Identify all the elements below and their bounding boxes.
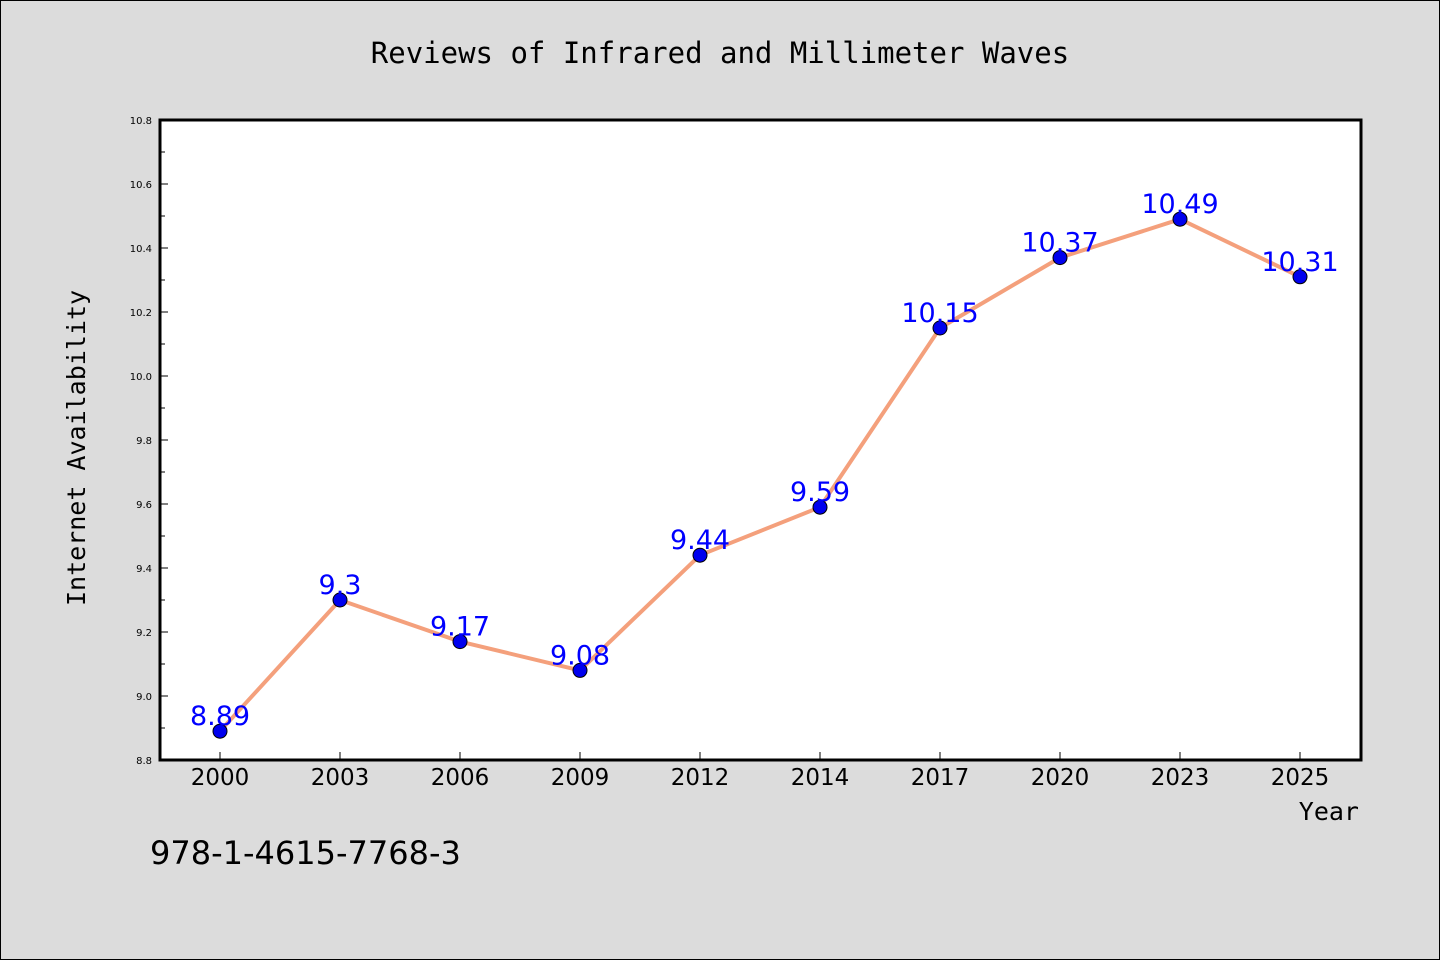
data-label: 9.08 xyxy=(550,640,610,671)
y-tick-label: 9.8 xyxy=(136,436,152,447)
data-point xyxy=(692,547,708,563)
y-tick-label: 9.0 xyxy=(136,692,152,703)
x-tick-label: 2023 xyxy=(1151,765,1210,791)
x-tick-label: 2003 xyxy=(311,765,370,791)
y-axis: 8.8 9.0 9.2 9.4 9.6 9.8 10.0 10.2 10.4 10.6 10.8 xyxy=(130,116,168,767)
y-tick-label: 9.4 xyxy=(136,564,152,575)
x-axis: 2000 2003 2006 2009 2012 2014 2017 2020 2023 2025 xyxy=(191,752,1330,791)
data-point xyxy=(1292,269,1308,285)
data-point xyxy=(572,662,588,678)
series-line xyxy=(212,211,1308,739)
x-tick-label: 2006 xyxy=(431,765,490,791)
y-tick-label: 9.2 xyxy=(136,628,152,639)
data-label: 9.59 xyxy=(790,477,850,508)
y-tick-label: 10.2 xyxy=(130,308,152,319)
y-tick-label: 10.4 xyxy=(130,244,152,255)
data-label: 9.3 xyxy=(319,570,362,601)
x-axis-label: Year xyxy=(1299,797,1359,826)
data-point xyxy=(452,634,468,650)
y-tick-label: 10.0 xyxy=(130,372,152,383)
x-tick-label: 2000 xyxy=(191,765,250,791)
series-polyline xyxy=(218,217,1302,734)
data-point xyxy=(212,723,228,739)
data-point xyxy=(812,499,828,515)
data-point xyxy=(1172,211,1188,227)
data-label: 10.31 xyxy=(1261,247,1338,278)
data-label: 9.17 xyxy=(430,612,490,643)
x-tick-label: 2025 xyxy=(1271,765,1330,791)
data-point xyxy=(932,320,948,336)
x-tick-label: 2017 xyxy=(911,765,970,791)
data-point xyxy=(332,592,348,608)
data-label: 10.49 xyxy=(1141,189,1218,220)
data-label: 9.44 xyxy=(670,525,730,556)
data-labels: 8.89 9.3 9.17 9.08 9.44 9.59 10.15 10.37 10.49 10… xyxy=(190,189,1339,732)
y-axis-label: Internet Availability xyxy=(62,290,91,606)
y-tick-label: 9.6 xyxy=(136,500,152,511)
data-point xyxy=(1052,250,1068,266)
isbn-text: 978-1-4615-7768-3 xyxy=(150,834,461,872)
y-tick-label: 8.8 xyxy=(136,756,152,767)
data-label: 8.89 xyxy=(190,701,250,732)
x-tick-label: 2020 xyxy=(1031,765,1090,791)
y-tick-label: 10.8 xyxy=(130,116,152,127)
data-label: 10.15 xyxy=(901,298,978,329)
x-tick-label: 2014 xyxy=(791,765,850,791)
y-tick-label: 10.6 xyxy=(130,180,152,191)
chart-title: Reviews of Infrared and Millimeter Waves xyxy=(371,36,1069,70)
data-label: 10.37 xyxy=(1021,228,1098,259)
x-tick-label: 2009 xyxy=(551,765,610,791)
x-tick-label: 2012 xyxy=(671,765,730,791)
